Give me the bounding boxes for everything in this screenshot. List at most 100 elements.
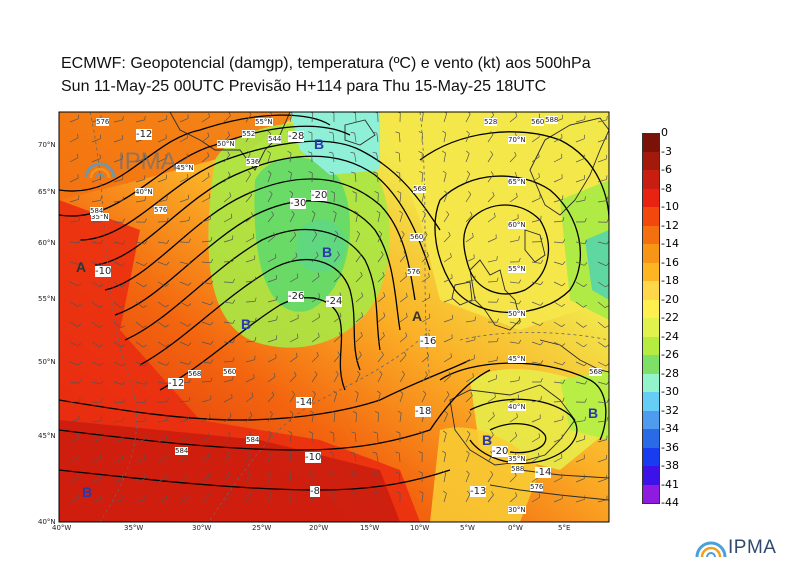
wind-barb	[487, 195, 495, 203]
wind-barb	[245, 340, 255, 343]
wind-barb-flag	[287, 150, 292, 154]
wind-barb	[465, 339, 475, 343]
wind-barb-flag	[227, 151, 230, 156]
wind-barb	[333, 254, 340, 263]
wind-barb	[465, 358, 475, 363]
grid-label: 40°N	[135, 188, 153, 196]
wind-barb-flag	[295, 352, 298, 357]
wind-barb	[311, 355, 319, 363]
colorbar-swatch	[642, 392, 660, 411]
wind-barb-flag	[78, 397, 81, 402]
colorbar-swatch	[642, 447, 660, 466]
wind-barb	[311, 336, 320, 343]
wind-barb-flag	[396, 491, 401, 494]
wind-barb	[267, 278, 277, 283]
wind-barb-flag	[254, 276, 257, 281]
wind-barb-flag	[339, 292, 342, 297]
wind-barb	[157, 157, 167, 163]
wind-barb-flag	[144, 398, 147, 403]
wind-barb	[465, 258, 475, 263]
wind-barb-flag	[210, 280, 214, 285]
wind-barb	[354, 433, 357, 443]
wind-barb-flag	[230, 213, 233, 218]
map-subtitle: Sun 11-May-25 00UTC Previsão H+114 para …	[61, 78, 547, 95]
wind-barb-flag	[470, 211, 473, 216]
wind-barb	[267, 299, 277, 303]
wind-barb	[597, 301, 606, 308]
wind-barb-flag	[188, 260, 192, 265]
wind-barb	[267, 319, 277, 323]
wind-barb-flag	[311, 210, 316, 214]
wind-barb-flag	[247, 450, 251, 455]
lon-tick: 30°W	[192, 524, 212, 532]
wind-barb-flag	[361, 312, 364, 317]
wind-barb	[399, 213, 403, 223]
wind-barb	[553, 177, 563, 183]
grid-label: 45°N	[508, 355, 526, 363]
wind-barb-flag	[166, 362, 170, 366]
contour-label: 544	[268, 135, 282, 143]
wind-barb-flag	[418, 451, 423, 454]
wind-barb-flag	[165, 324, 169, 328]
wind-barb	[332, 133, 335, 143]
wind-barb-flag	[382, 271, 385, 276]
wind-barb	[333, 192, 335, 203]
wind-barb-flag	[227, 131, 231, 136]
grid-label: 65°N	[508, 178, 526, 186]
wind-barb-flag	[144, 196, 147, 201]
wind-barb	[267, 357, 277, 363]
wind-barb	[597, 401, 608, 404]
wind-barb	[443, 338, 453, 343]
wind-barb-flag	[494, 393, 496, 398]
wind-barb-flag	[381, 351, 384, 356]
contour-label: 584	[90, 207, 104, 215]
wind-barb	[597, 420, 607, 423]
wind-barb	[553, 477, 563, 483]
wind-barb-flag	[399, 390, 404, 394]
wind-barb	[575, 321, 584, 328]
wind-barb	[245, 473, 251, 483]
wind-barb-flag	[253, 233, 255, 238]
wind-barb	[399, 393, 404, 403]
wind-barb	[421, 255, 429, 263]
wind-barb	[509, 495, 518, 503]
wind-barb	[531, 437, 540, 443]
colorbar-label: -8	[661, 181, 672, 195]
wind-barb-flag	[443, 490, 447, 494]
wind-barb	[223, 301, 233, 304]
wind-barb-flag	[466, 150, 470, 154]
wind-barb	[267, 376, 276, 383]
wind-barb-flag	[395, 171, 400, 174]
wind-barb-flag	[208, 113, 210, 118]
wind-barb	[487, 281, 498, 283]
wind-barb	[399, 374, 405, 383]
wind-barb-flag	[474, 335, 476, 340]
colorbar-swatch	[642, 318, 660, 337]
wind-barb	[201, 155, 210, 163]
wind-barb-flag	[275, 253, 277, 258]
wind-barb-flag	[267, 150, 271, 154]
wind-barb-flag	[467, 490, 471, 495]
wind-barb-flag	[254, 317, 257, 322]
wind-barb	[377, 354, 384, 363]
wind-barb	[377, 254, 384, 263]
wind-barb	[421, 374, 428, 383]
lon-tick: 40°W	[52, 524, 72, 532]
wind-barb-flag	[100, 262, 104, 266]
wind-barb-flag	[228, 171, 231, 176]
lon-tick: 25°W	[252, 524, 272, 532]
wind-barb	[245, 414, 253, 423]
wind-barb-flag	[232, 319, 236, 324]
wind-barb-flag	[338, 332, 342, 337]
wind-barb-flag	[378, 230, 382, 235]
wind-barb-flag	[165, 343, 170, 347]
wind-barb-flag	[99, 283, 104, 287]
wind-barb	[223, 435, 231, 443]
wind-barb	[553, 261, 563, 265]
wind-barb	[113, 478, 123, 483]
wind-barb-flag	[333, 390, 337, 394]
lat-tick: 45°N	[38, 432, 56, 440]
wind-barb-flag	[448, 372, 451, 376]
wind-barb	[575, 178, 585, 183]
lat-tick: 60°N	[38, 239, 56, 247]
